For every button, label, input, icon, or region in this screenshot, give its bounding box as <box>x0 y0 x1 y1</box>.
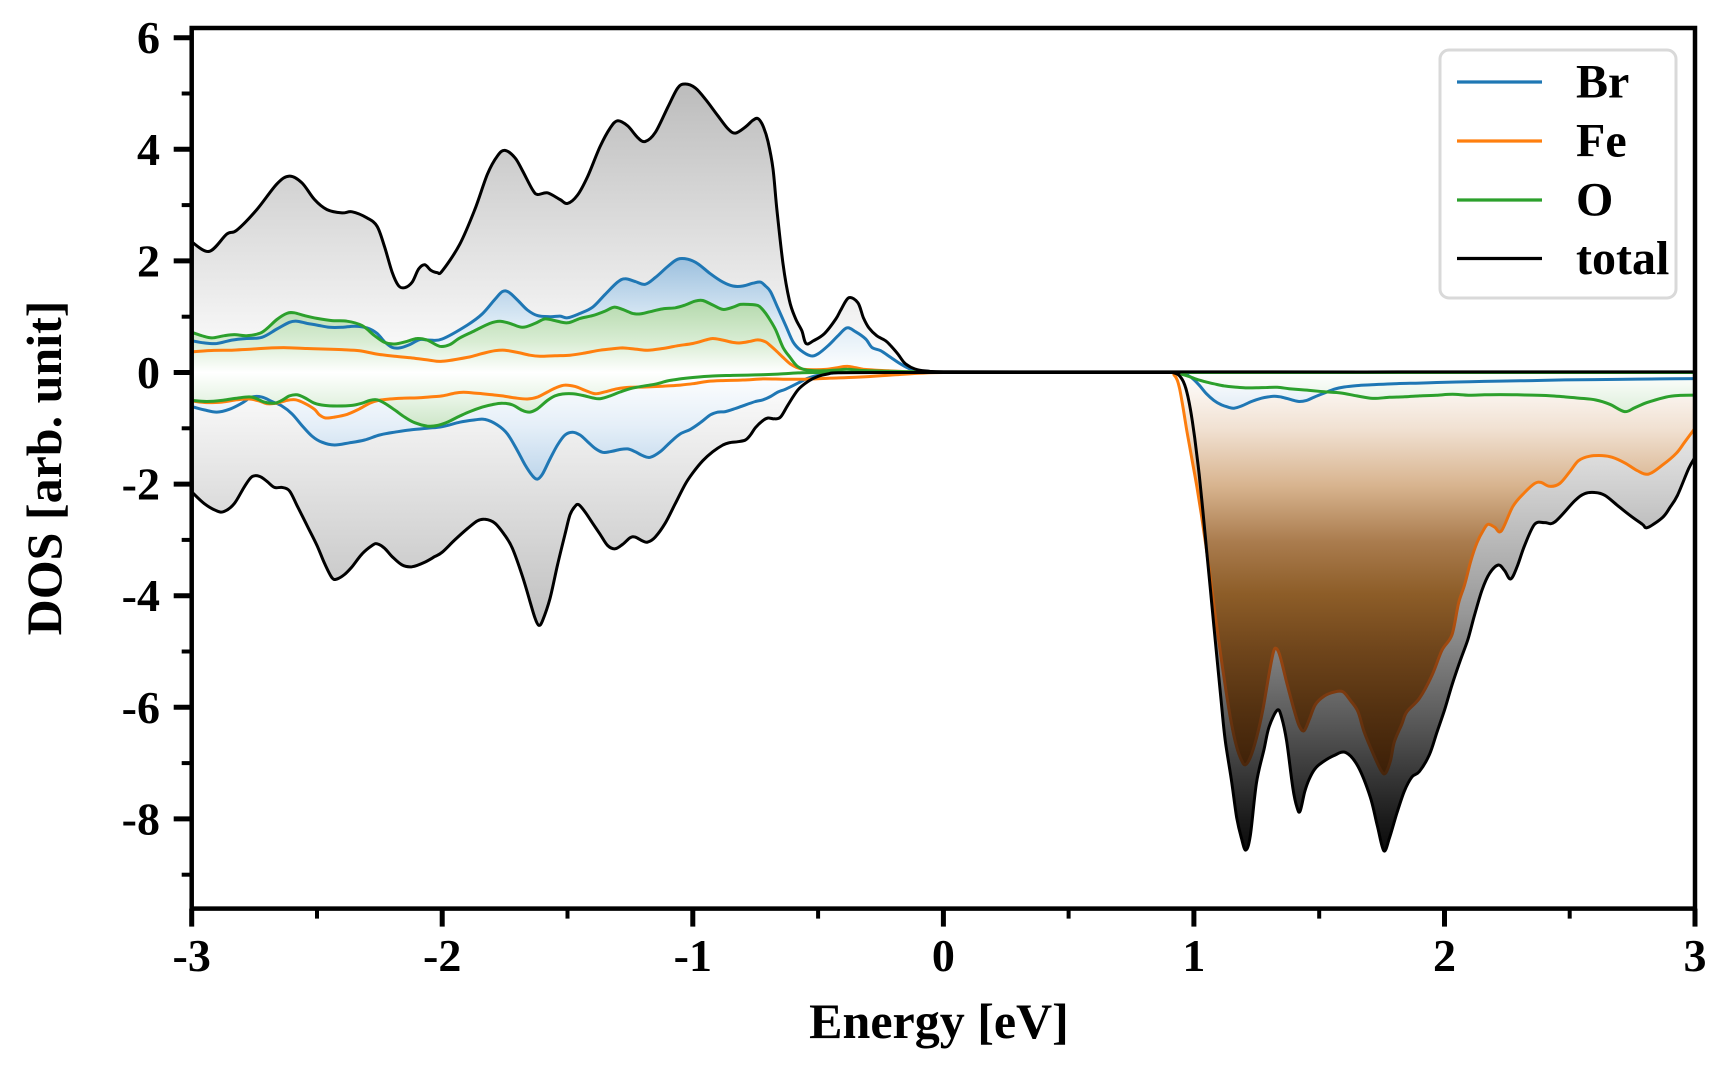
svg-text:-3: -3 <box>173 930 211 981</box>
svg-text:Br: Br <box>1576 56 1629 109</box>
svg-text:3: 3 <box>1684 930 1707 981</box>
svg-text:-4: -4 <box>122 570 160 621</box>
svg-text:2: 2 <box>137 235 160 286</box>
svg-text:total: total <box>1576 232 1669 285</box>
svg-text:-8: -8 <box>122 793 160 844</box>
svg-text:Energy [eV]: Energy [eV] <box>809 993 1069 1049</box>
svg-text:0: 0 <box>137 347 160 398</box>
svg-text:4: 4 <box>137 124 160 175</box>
svg-text:0: 0 <box>932 930 955 981</box>
svg-text:-6: -6 <box>122 682 160 733</box>
svg-text:DOS [arb. unit]: DOS [arb. unit] <box>16 301 72 636</box>
svg-text:1: 1 <box>1182 930 1205 981</box>
svg-text:-2: -2 <box>423 930 461 981</box>
svg-text:6: 6 <box>137 12 160 63</box>
svg-text:2: 2 <box>1433 930 1456 981</box>
svg-text:Fe: Fe <box>1576 115 1627 168</box>
svg-text:O: O <box>1576 174 1613 227</box>
svg-text:-1: -1 <box>674 930 712 981</box>
svg-text:-2: -2 <box>122 459 160 510</box>
